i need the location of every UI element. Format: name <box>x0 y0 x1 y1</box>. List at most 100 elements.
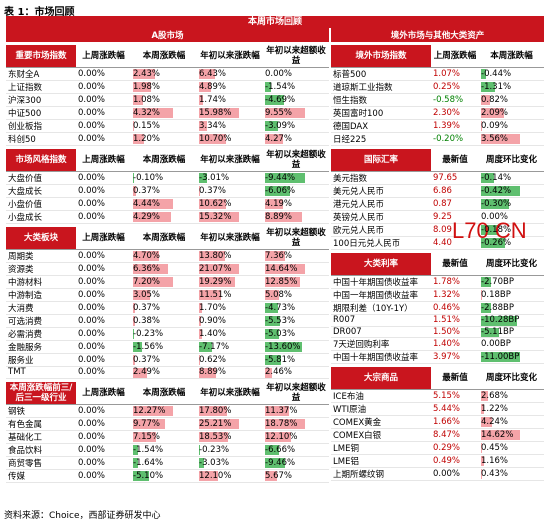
value-cell-text: 2.09% <box>481 108 509 118</box>
value-cell: 5.15% <box>431 389 479 404</box>
data-bar <box>265 342 302 352</box>
value-cell: 11.51% <box>197 288 263 302</box>
table-row: 有色金属 0.00% 9.77% 25.21% 18.78% <box>6 417 329 431</box>
value-cell: -5.03% <box>263 327 329 341</box>
value-cell-text: -0.14% <box>481 173 512 183</box>
value-cell-text: -1.56% <box>133 342 164 352</box>
row-label-text: TMT <box>8 367 26 378</box>
value-cell-text: 8.09 <box>433 225 452 235</box>
data-bar <box>265 186 291 196</box>
value-cell-text: -1.54% <box>133 444 164 455</box>
data-bar <box>133 69 156 79</box>
row-label-text: 小盘成长 <box>8 213 43 223</box>
value-cell-text: 9.77% <box>133 418 161 429</box>
data-bar <box>199 290 221 300</box>
value-cell-text: 0.00% <box>78 199 106 209</box>
row-label-text: 科创50 <box>8 135 36 145</box>
value-cell-text: 4.27% <box>265 134 293 144</box>
value-cell: 0.00% <box>76 404 131 418</box>
row-label-text: 资源类 <box>8 265 34 275</box>
column-header: 本周涨跌幅 <box>131 227 197 250</box>
row-label-text: 基础化工 <box>8 432 43 443</box>
table-row: 必需消费 0.00% -0.23% 1.40% -5.03% <box>6 327 329 341</box>
table-row: 中国一年期国债收益率 1.32% 0.18BP <box>331 288 545 302</box>
table-row: 英镑兑人民币 9.25 0.00% <box>331 210 545 224</box>
data-bar <box>265 457 285 468</box>
value-cell: 4.27% <box>263 132 329 146</box>
value-cell-text: 0.90% <box>199 316 227 326</box>
table-row: 美元兑人民币 6.86 -0.42% <box>331 184 545 198</box>
data-bar <box>199 303 203 313</box>
column-header: 上周涨跌幅 <box>76 227 131 250</box>
table-row: 钢铁 0.00% 12.27% 17.80% 11.37% <box>6 404 329 418</box>
row-label-text: 东财全A <box>8 70 40 80</box>
value-cell-text: 0.18BP <box>481 290 511 300</box>
column-header: 最新值 <box>431 367 479 391</box>
table-row: 东财全A 0.00% 2.43% 6.43% 0.00% <box>6 67 329 81</box>
value-cell: 2.09% <box>479 106 545 120</box>
column-header: 上周涨跌幅 <box>76 381 131 405</box>
row-label-text: 7天逆回购利率 <box>333 340 390 351</box>
value-cell-text: 9.25 <box>433 212 452 222</box>
data-bar <box>265 199 283 209</box>
row-label-text: 有色金属 <box>8 419 43 430</box>
market-title: A股市场 <box>6 28 329 42</box>
row-label: 上证指数 <box>6 80 76 94</box>
value-cell: -0.42% <box>479 184 545 198</box>
value-cell-text: 0.37% <box>133 355 161 365</box>
value-cell: 0.45% <box>479 441 545 456</box>
data-bar <box>199 418 239 429</box>
row-label: 日经225 <box>331 132 431 146</box>
row-label-text: 服务业 <box>8 356 34 366</box>
value-cell-text: 0.00% <box>78 457 106 468</box>
table-row: 中游制造 0.00% 3.05% 11.51% 5.08% <box>6 288 329 302</box>
row-label: 100日元兑人民币 <box>331 236 431 250</box>
column-header: 上周涨跌幅 <box>431 45 479 68</box>
row-label-text: WTI原油 <box>333 405 367 416</box>
value-cell-text: -0.10% <box>133 173 164 183</box>
table-row: 小盘成长 0.00% 4.29% 15.32% 8.89% <box>6 210 329 224</box>
value-cell-text: 4.44% <box>133 199 161 209</box>
value-cell: 4.40 <box>431 236 479 250</box>
value-cell: 5.44% <box>431 402 479 417</box>
row-label: 服务业 <box>6 353 76 367</box>
data-bar <box>265 368 272 378</box>
column-header: 周度环比变化 <box>479 253 545 276</box>
watermark: L70 CN <box>452 218 527 243</box>
data-bar <box>199 199 227 209</box>
data-bar <box>265 264 305 274</box>
value-cell: 0.25% <box>431 80 479 94</box>
data-bar <box>133 368 147 378</box>
value-cell-text: -5.11BP <box>481 326 514 337</box>
data-bar <box>265 290 279 300</box>
value-cell: 1.16% <box>479 454 545 469</box>
data-bar <box>481 186 520 196</box>
row-label-text: 上期所螺纹钢 <box>333 470 385 481</box>
value-cell-text: -6.06% <box>265 186 296 196</box>
row-label: 德国DAX <box>331 119 431 133</box>
row-label: 金融服务 <box>6 340 76 354</box>
data-bar <box>481 303 492 313</box>
value-cell: 0.00% <box>76 327 131 341</box>
table-row: 创业板指 0.00% 0.15% 3.34% -3.09% <box>6 119 329 133</box>
data-bar <box>199 173 207 183</box>
value-cell: 1.22% <box>479 402 545 417</box>
row-label-text: 中国一年期国债收益率 <box>333 291 419 301</box>
value-cell-text: 0.00% <box>78 277 106 287</box>
row-label: 欧元兑人民币 <box>331 223 431 237</box>
value-cell: -0.44% <box>479 67 545 81</box>
row-label: LME铜 <box>331 441 431 456</box>
column-header: 最新值 <box>431 149 479 172</box>
table-row: 港元兑人民币 0.87 -0.30% <box>331 197 545 211</box>
row-label: 美元兑人民币 <box>331 184 431 198</box>
value-cell-text: 2.68% <box>481 391 509 402</box>
row-label: 中国一年期国债收益率 <box>331 288 431 302</box>
value-cell: 15.32% <box>197 210 263 224</box>
row-label-text: 可选消费 <box>8 317 43 327</box>
value-cell: 4.29% <box>131 210 197 224</box>
value-cell-text: -0.44% <box>481 69 512 79</box>
row-label-text: 沪深300 <box>8 96 42 106</box>
value-cell-text: 0.00% <box>78 134 106 144</box>
table-caption: 表 1：市场回顾 <box>4 7 75 18</box>
value-cell: 0.49% <box>431 454 479 469</box>
